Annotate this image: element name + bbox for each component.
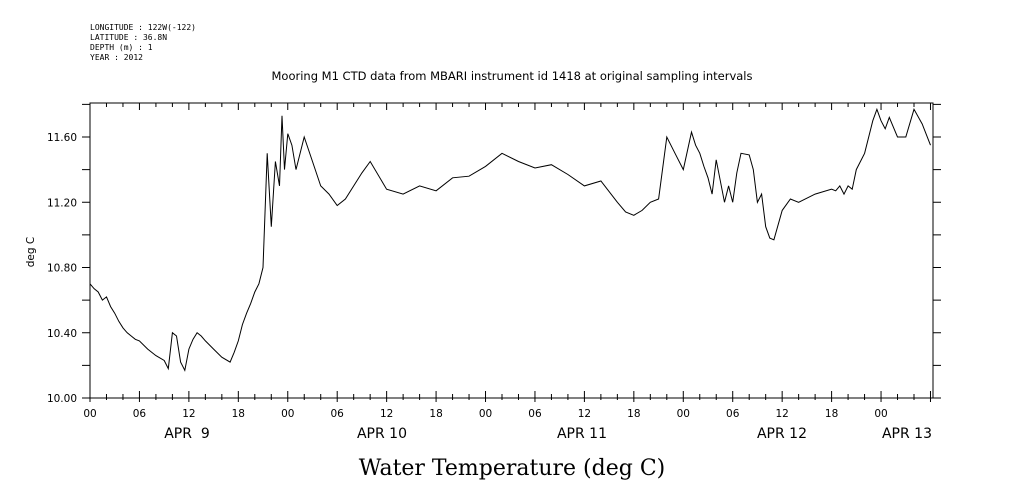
x-hour-label: 18 — [429, 408, 442, 420]
x-day-label: APR 13 — [882, 426, 932, 442]
plot-frame — [89, 102, 934, 399]
x-hour-label: 06 — [331, 408, 345, 420]
y-axis-label: deg C — [25, 237, 37, 267]
x-hour-label: 12 — [775, 408, 788, 420]
x-day-label: APR 9 — [164, 426, 210, 442]
x-axis-label: Water Temperature (deg C) — [359, 456, 666, 481]
x-hour-label: 18 — [232, 408, 245, 420]
y-axis-tick-labels: 10.00 10.40 10.80 11.20 11.60 — [47, 132, 77, 405]
mooring-metadata: LONGITUDE : 122W(-122) LATITUDE : 36.8N … — [90, 23, 196, 62]
x-day-label: APR 11 — [557, 426, 607, 442]
x-hour-label: 06 — [726, 408, 740, 420]
x-hour-label: 00 — [83, 408, 96, 420]
x-hour-label: 06 — [133, 408, 147, 420]
x-hour-label: 06 — [528, 408, 542, 420]
x-hour-label: 18 — [825, 408, 838, 420]
x-hour-label: 18 — [627, 408, 640, 420]
x-hour-label: 00 — [479, 408, 492, 420]
x-hour-label: 12 — [578, 408, 591, 420]
x-hour-label: 12 — [182, 408, 195, 420]
y-tick-label: 11.60 — [47, 132, 77, 144]
chart-title: Mooring M1 CTD data from MBARI instrumen… — [272, 69, 753, 83]
x-hour-label: 00 — [281, 408, 294, 420]
x-day-label: APR 10 — [357, 426, 407, 442]
y-tick-label: 10.40 — [47, 328, 77, 340]
temperature-series-line — [89, 107, 931, 372]
x-axis-ticks — [89, 103, 931, 402]
longitude-text: LONGITUDE : 122W(-122) — [90, 23, 196, 32]
x-hour-label: 12 — [380, 408, 393, 420]
latitude-text: LATITUDE : 36.8N — [90, 33, 167, 42]
depth-text: DEPTH (m) : 1 — [90, 43, 153, 52]
x-hour-label: 00 — [874, 408, 887, 420]
year-text: YEAR : 2012 — [90, 53, 143, 62]
y-tick-label: 11.20 — [47, 197, 77, 209]
x-axis-hour-labels: 00 06 12 18 00 06 12 18 00 06 12 18 00 06 12 18 00 — [83, 408, 887, 420]
x-hour-label: 00 — [677, 408, 690, 420]
x-axis-day-labels: APR 9 APR 10 APR 11 APR 12 APR 13 — [164, 426, 932, 442]
x-day-label: APR 12 — [757, 426, 807, 442]
y-tick-label: 10.00 — [47, 393, 77, 405]
y-axis-ticks — [82, 103, 941, 399]
y-tick-label: 10.80 — [47, 263, 77, 275]
